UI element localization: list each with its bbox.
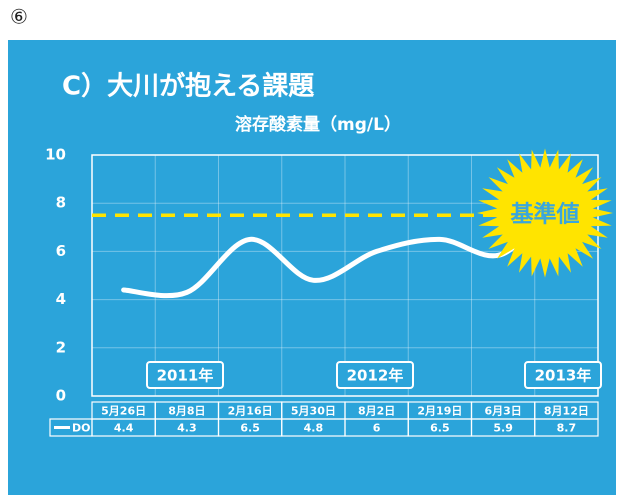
x-tick-label: 2月19日 bbox=[417, 405, 462, 418]
table-value: 5.9 bbox=[493, 422, 513, 435]
x-tick-label: 8月12日 bbox=[544, 405, 589, 418]
reference-label: 基準値 bbox=[511, 201, 580, 228]
x-tick-label: 5月30日 bbox=[291, 405, 336, 418]
table-value: 6.5 bbox=[240, 422, 260, 435]
table-value: 4.4 bbox=[114, 422, 134, 435]
x-tick-label: 5月26日 bbox=[101, 405, 146, 418]
chart-subtitle: 溶存酸素量（mg/L） bbox=[235, 114, 401, 135]
x-tick-label: 8月2日 bbox=[358, 405, 395, 418]
x-tick-label: 8月8日 bbox=[168, 405, 205, 418]
x-tick-label: 2月16日 bbox=[228, 405, 273, 418]
table-value: 8.7 bbox=[557, 422, 577, 435]
year-box bbox=[524, 361, 602, 389]
year-label: 2011年 bbox=[157, 367, 214, 385]
y-tick-label: 0 bbox=[56, 387, 66, 405]
year-box bbox=[146, 361, 224, 389]
y-tick-label: 10 bbox=[45, 146, 66, 164]
year-label: 2012年 bbox=[347, 367, 404, 385]
starburst bbox=[477, 148, 613, 278]
page-marker: ⑥ bbox=[10, 5, 28, 29]
table-value: 6 bbox=[373, 422, 381, 435]
chart-title: C）大川が抱える課題 bbox=[62, 71, 315, 102]
y-tick-label: 2 bbox=[56, 338, 66, 356]
table-value-cell bbox=[534, 418, 599, 437]
year-box bbox=[336, 361, 414, 389]
year-label: 2013年 bbox=[535, 367, 592, 385]
table-value: 4.8 bbox=[304, 422, 324, 435]
y-tick-label: 8 bbox=[56, 194, 66, 212]
legend-label: DO bbox=[72, 422, 90, 435]
y-tick-label: 6 bbox=[56, 242, 66, 260]
x-tick-label: 6月3日 bbox=[484, 405, 521, 418]
table-value: 6.5 bbox=[430, 422, 450, 435]
y-tick-label: 4 bbox=[56, 290, 66, 308]
table-value: 4.3 bbox=[177, 422, 197, 435]
